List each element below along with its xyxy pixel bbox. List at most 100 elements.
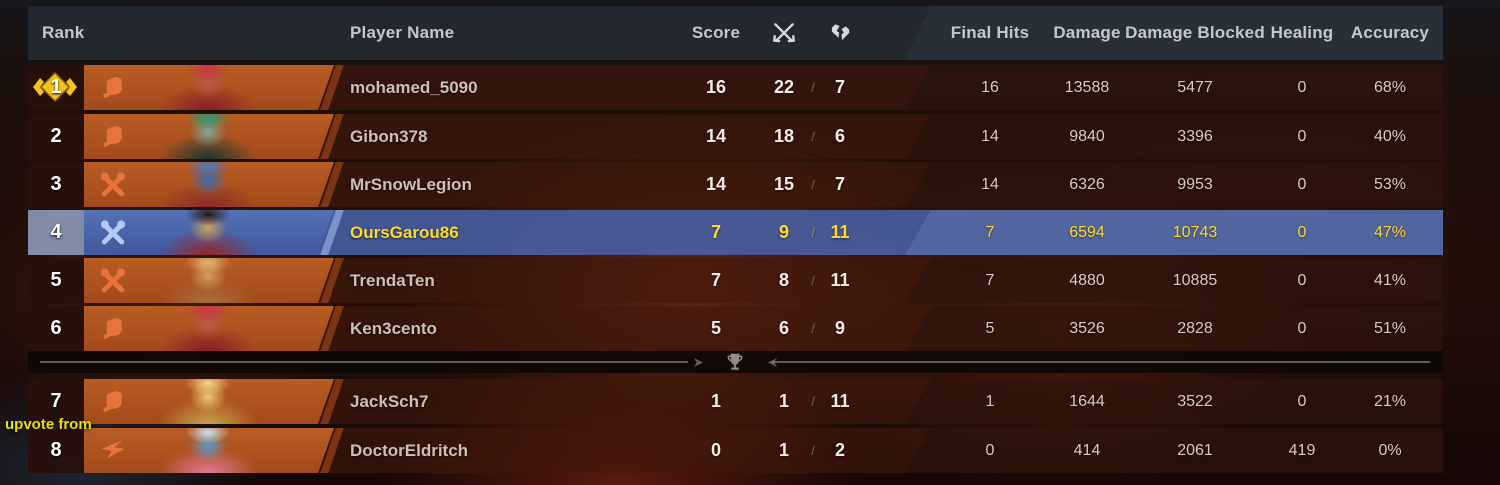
damage-blocked-value: 9953 — [1177, 175, 1213, 193]
score-value: 14 — [705, 126, 727, 146]
hero-art — [128, 306, 288, 351]
damage-blocked-value: 2828 — [1177, 319, 1213, 337]
rank-number: 3 — [50, 173, 62, 195]
player-name: JackSch7 — [350, 391, 429, 411]
damage-blocked-value: 5477 — [1177, 78, 1213, 96]
row-right-section-background — [905, 162, 1443, 207]
rank-number: 5 — [50, 269, 62, 291]
kills-value: 22 — [773, 77, 795, 97]
table-row[interactable]: 7 JackSch7 1 1 / 11 1 1644 3522 0 21% — [28, 379, 1443, 424]
hero-art — [128, 258, 288, 303]
deaths-value: 2 — [834, 440, 845, 460]
deaths-value: 9 — [834, 318, 845, 338]
table-row[interactable]: 6 Ken3cento 5 6 / 9 5 3526 2828 0 51% — [28, 306, 1443, 351]
hero-art — [128, 210, 288, 255]
score-value: 7 — [710, 270, 721, 290]
score-value: 16 — [705, 77, 727, 97]
table-row[interactable]: 1 mohamed_5090 16 22 / 7 16 13588 5477 0… — [28, 65, 1443, 110]
column-header-damage: Damage — [1053, 23, 1121, 42]
hero-art — [128, 65, 288, 110]
healing-value: 0 — [1297, 127, 1307, 145]
deaths-value: 11 — [830, 222, 850, 242]
rank-number: 7 — [50, 390, 62, 412]
deaths-value: 7 — [834, 174, 845, 194]
divider-line-left — [40, 361, 688, 363]
score-value: 5 — [710, 318, 721, 338]
player-name: Ken3cento — [350, 318, 437, 338]
score-value: 14 — [705, 174, 727, 194]
deaths-value: 11 — [830, 391, 850, 411]
hero-portrait — [84, 114, 334, 159]
duelist-role-icon — [98, 121, 128, 151]
scoreboard-header: Rank Player Name Score Final Hits Damage… — [28, 6, 1443, 60]
healing-value: 0 — [1297, 223, 1307, 241]
final-hits-value: 7 — [985, 271, 995, 289]
damage-blocked-value: 3396 — [1177, 127, 1213, 145]
column-header-healing: Healing — [1270, 23, 1334, 42]
hero-art — [128, 379, 288, 424]
player-name: Gibon378 — [350, 126, 428, 146]
deaths-value: 11 — [830, 270, 850, 290]
hero-portrait — [84, 379, 334, 424]
rank-number: 4 — [50, 221, 62, 243]
duelist-role-icon — [98, 386, 128, 416]
damage-blocked-value: 10885 — [1172, 271, 1218, 289]
kd-separator: / — [811, 177, 815, 192]
healing-value: 419 — [1288, 441, 1316, 459]
kills-value: 6 — [778, 318, 789, 338]
healing-value: 0 — [1297, 392, 1307, 410]
kills-value: 1 — [778, 391, 789, 411]
kd-separator: / — [811, 321, 815, 336]
final-hits-value: 5 — [985, 319, 995, 337]
hero-portrait — [84, 258, 334, 303]
rank-number: 8 — [50, 439, 62, 461]
player-name: TrendaTen — [350, 270, 435, 290]
column-header-player-name: Player Name — [350, 23, 455, 42]
kills-value: 18 — [773, 126, 795, 146]
healing-value: 0 — [1297, 78, 1307, 96]
vanguard-role-icon — [98, 265, 128, 295]
rank-cell — [28, 379, 84, 424]
table-row[interactable]: 8 DoctorEldritch 0 1 / 2 0 414 2061 419 … — [28, 428, 1443, 473]
table-row[interactable]: 3 MrSnowLegion 14 15 / 7 14 6326 9953 0 … — [28, 162, 1443, 207]
hero-portrait — [84, 306, 334, 351]
vanguard-role-icon — [98, 169, 128, 199]
row-right-section-background — [905, 379, 1443, 424]
score-value: 0 — [710, 440, 721, 460]
scoreboard-panel: Rank Player Name Score Final Hits Damage… — [28, 0, 1443, 485]
healing-value: 0 — [1297, 175, 1307, 193]
kd-separator: / — [811, 273, 815, 288]
rank-number: 2 — [50, 125, 62, 147]
healing-value: 0 — [1297, 319, 1307, 337]
damage-value: 9840 — [1069, 127, 1105, 145]
accuracy-value: 68% — [1373, 78, 1407, 96]
accuracy-value: 53% — [1373, 175, 1407, 193]
accuracy-value: 51% — [1373, 319, 1407, 337]
rank-cell — [28, 210, 84, 255]
damage-value: 6326 — [1069, 175, 1105, 193]
rank-number: 1 — [50, 76, 62, 98]
player-name: mohamed_5090 — [350, 77, 478, 97]
player-name: OursGarou86 — [350, 222, 459, 242]
final-hits-value: 1 — [985, 392, 995, 410]
table-row[interactable]: 2 Gibon378 14 18 / 6 14 9840 3396 0 40% — [28, 114, 1443, 159]
player-name: DoctorEldritch — [350, 440, 469, 460]
row-right-section-background — [905, 114, 1443, 159]
upvote-caption: upvote from — [5, 416, 92, 433]
final-hits-value: 14 — [981, 127, 999, 145]
rank-cell — [28, 428, 84, 473]
accuracy-value: 0% — [1378, 441, 1402, 459]
kills-value: 15 — [773, 174, 795, 194]
vanguard-role-icon — [98, 217, 128, 247]
final-hits-value: 14 — [981, 175, 999, 193]
hero-portrait — [84, 162, 334, 207]
damage-value: 1644 — [1069, 392, 1105, 410]
kd-separator: / — [811, 80, 815, 95]
duelist-role-icon — [98, 313, 128, 343]
hero-portrait — [84, 428, 334, 473]
table-row[interactable]: 4 OursGarou86 7 9 / 11 7 6594 10743 0 47… — [28, 210, 1443, 255]
table-row[interactable]: 5 TrendaTen 7 8 / 11 7 4880 10885 0 41% — [28, 258, 1443, 303]
damage-value: 414 — [1073, 441, 1101, 459]
row-right-section-background — [905, 306, 1443, 351]
hero-art — [128, 162, 288, 207]
